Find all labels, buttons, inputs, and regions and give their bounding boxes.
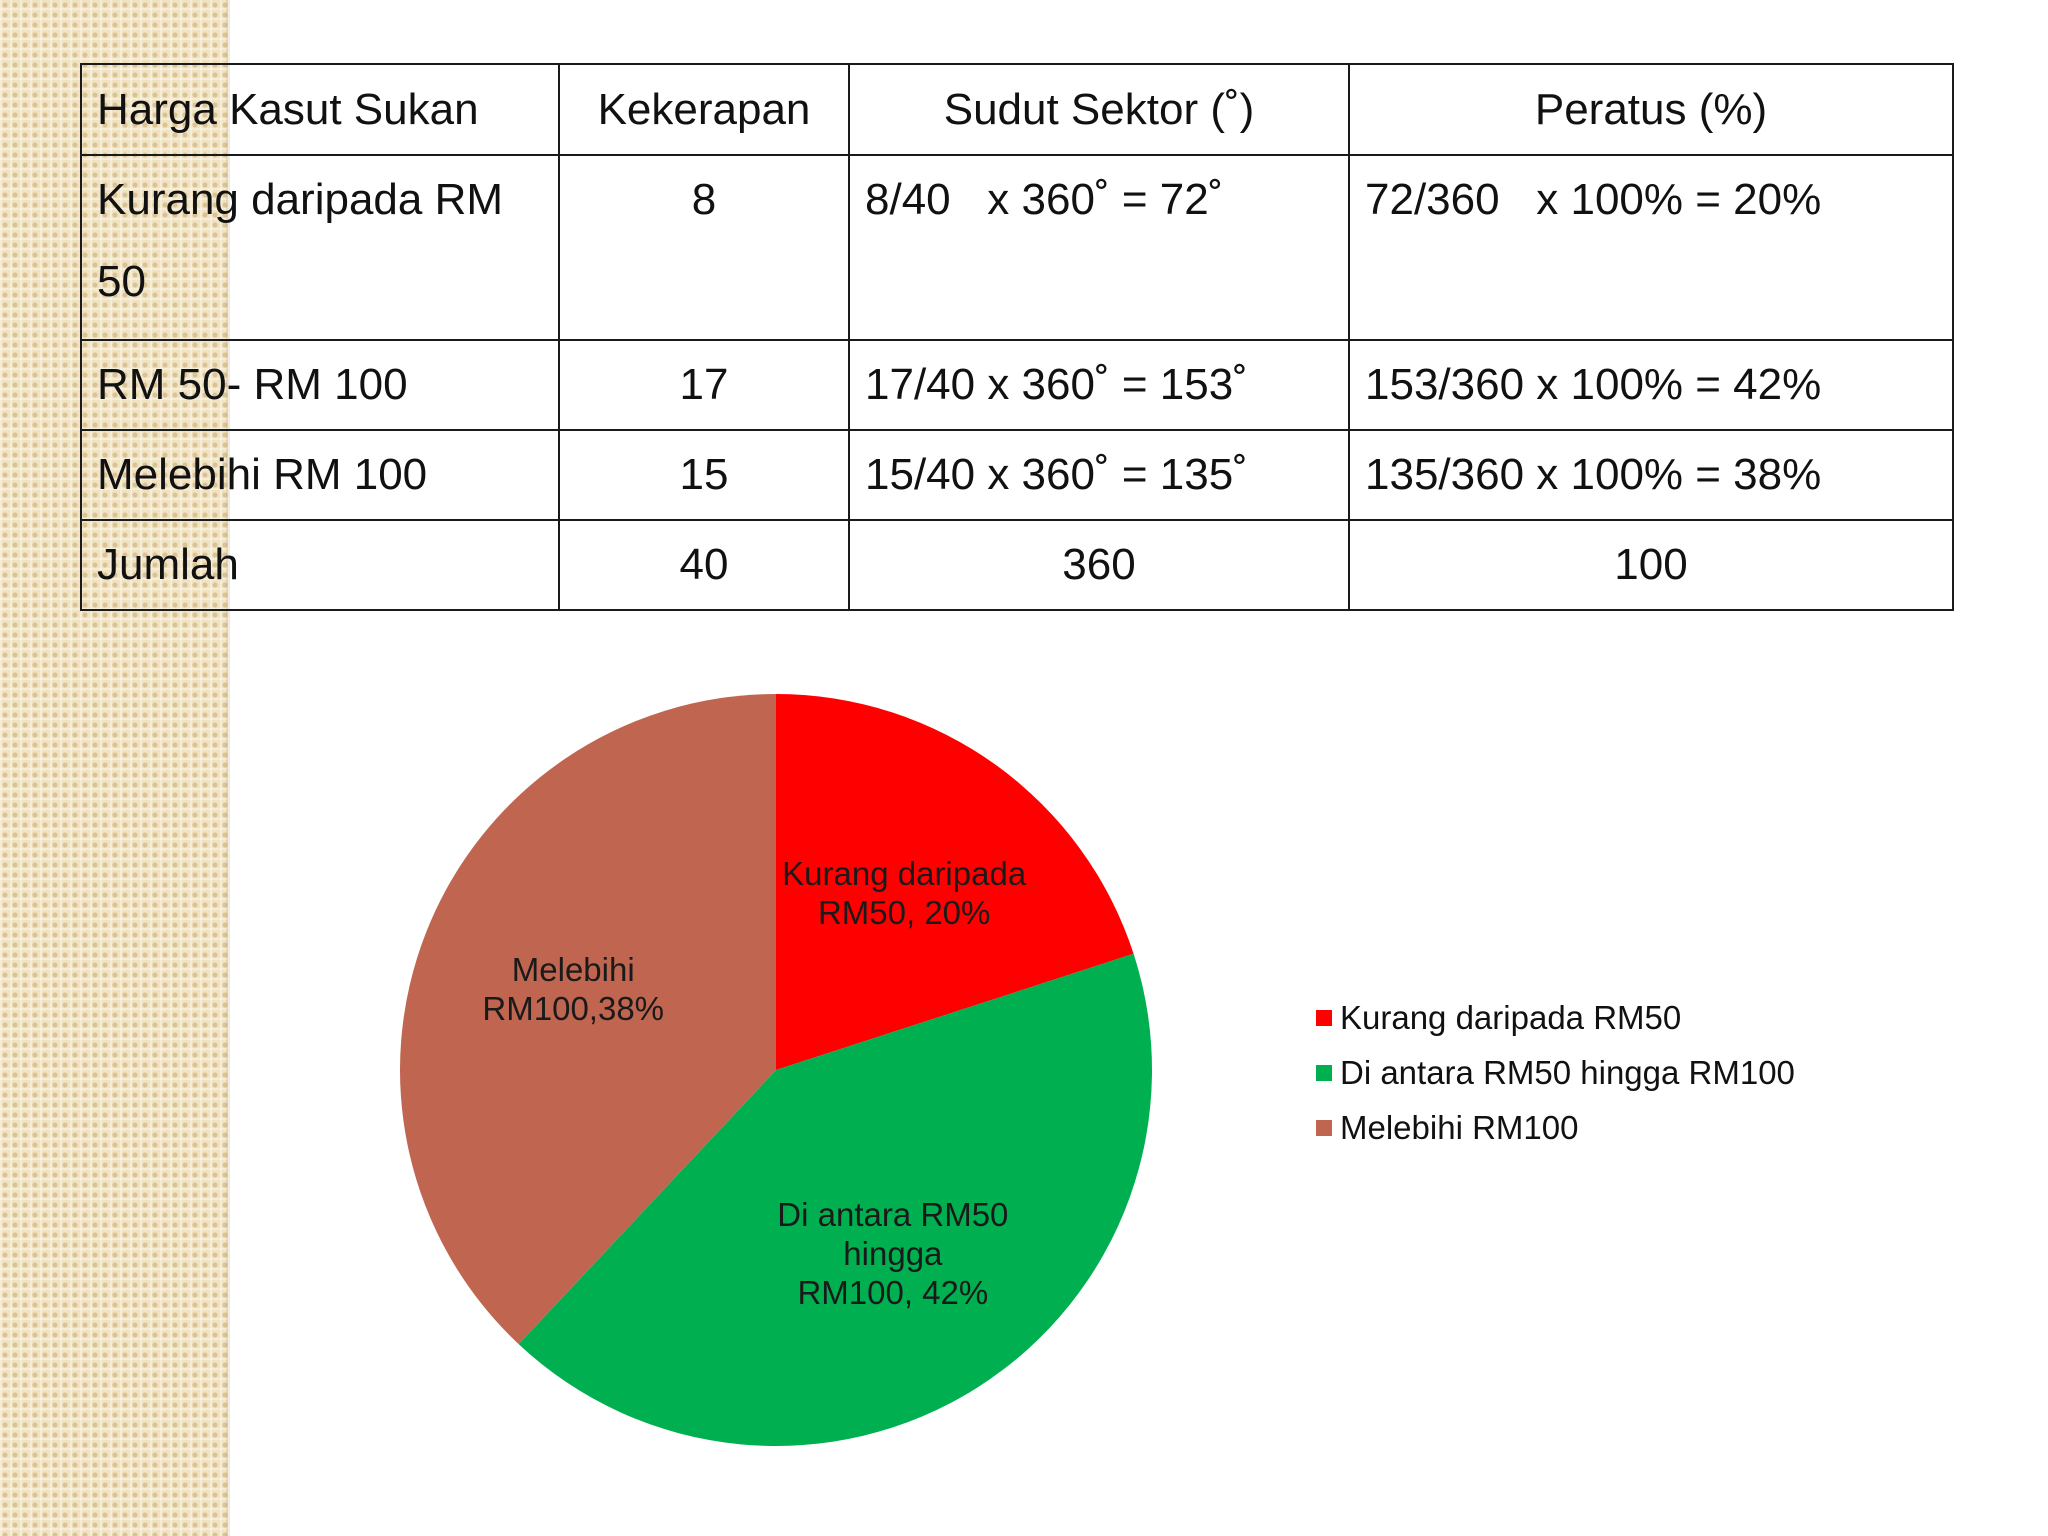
cell-angle: 15/40 x 360˚ = 135˚: [848, 429, 1350, 521]
table-total-row: Jumlah 40 360 100: [80, 519, 1954, 611]
cell-total-angle: 360: [848, 519, 1350, 611]
header-sector-angle: Sudut Sektor (˚): [848, 63, 1350, 156]
pie-slice-above-rm100: [400, 694, 776, 1345]
header-percent: Peratus (%): [1348, 63, 1954, 156]
cell-category: Melebihi RM 100: [80, 429, 560, 521]
legend-item-above-rm100: Melebihi RM100: [1316, 1100, 1795, 1155]
legend-swatch: [1316, 1064, 1332, 1081]
cell-total-percent: 100: [1348, 519, 1954, 611]
chart-legend: Kurang daripada RM50 Di antara RM50 hingg…: [1316, 990, 1795, 1155]
cell-category: Kurang daripada RM 50: [80, 154, 560, 341]
pie-slice-below-rm50: [776, 694, 1134, 1070]
legend-label: Di antara RM50 hingga RM100: [1340, 1053, 1795, 1091]
legend-label: Kurang daripada RM50: [1340, 998, 1682, 1036]
header-frequency: Kekerapan: [558, 63, 850, 156]
cell-percent: 153/360 x 100% = 42%: [1348, 339, 1954, 431]
pie-data-label-below-rm50: Kurang daripada RM50, 20%: [782, 855, 1027, 931]
cell-frequency: 17: [558, 339, 850, 431]
frequency-table: Harga Kasut Sukan Kekerapan Sudut Sektor…: [80, 63, 1954, 611]
table-row: RM 50- RM 100 17 17/40 x 360˚ = 153˚ 153…: [80, 339, 1954, 431]
cell-total-frequency: 40: [558, 519, 850, 611]
cell-frequency: 8: [558, 154, 850, 341]
pie-chart: Kurang daripada RM50, 20% Di antara RM50 hi…: [400, 694, 1152, 1446]
table-header-row: Harga Kasut Sukan Kekerapan Sudut Sektor…: [80, 63, 1954, 156]
side-strip-edge: [226, 0, 230, 1536]
cell-angle: 17/40 x 360˚ = 153˚: [848, 339, 1350, 431]
legend-swatch: [1316, 1009, 1332, 1026]
cell-category: RM 50- RM 100: [80, 339, 560, 431]
cell-percent: 72/360 x 100% = 20%: [1348, 154, 1954, 341]
pie-slice-rm50-to-rm100: [518, 953, 1152, 1446]
legend-label: Melebihi RM100: [1340, 1108, 1579, 1146]
legend-item-rm50-to-rm100: Di antara RM50 hingga RM100: [1316, 1045, 1795, 1100]
pie-data-label-rm50-to-rm100: Di antara RM50 hingga RM100, 42%: [777, 1196, 1008, 1311]
header-price: Harga Kasut Sukan: [80, 63, 560, 156]
cell-percent: 135/360 x 100% = 38%: [1348, 429, 1954, 521]
legend-item-below-rm50: Kurang daripada RM50: [1316, 990, 1795, 1045]
cell-frequency: 15: [558, 429, 850, 521]
pie-data-label-above-rm100: Melebihi RM100,38%: [482, 951, 664, 1027]
cell-total-label: Jumlah: [80, 519, 560, 611]
table-row: Melebihi RM 100 15 15/40 x 360˚ = 135˚ 1…: [80, 429, 1954, 521]
table-row: Kurang daripada RM 50 8 8/40 x 360˚ = 72…: [80, 154, 1954, 341]
cell-angle: 8/40 x 360˚ = 72˚: [848, 154, 1350, 341]
legend-swatch: [1316, 1119, 1332, 1136]
